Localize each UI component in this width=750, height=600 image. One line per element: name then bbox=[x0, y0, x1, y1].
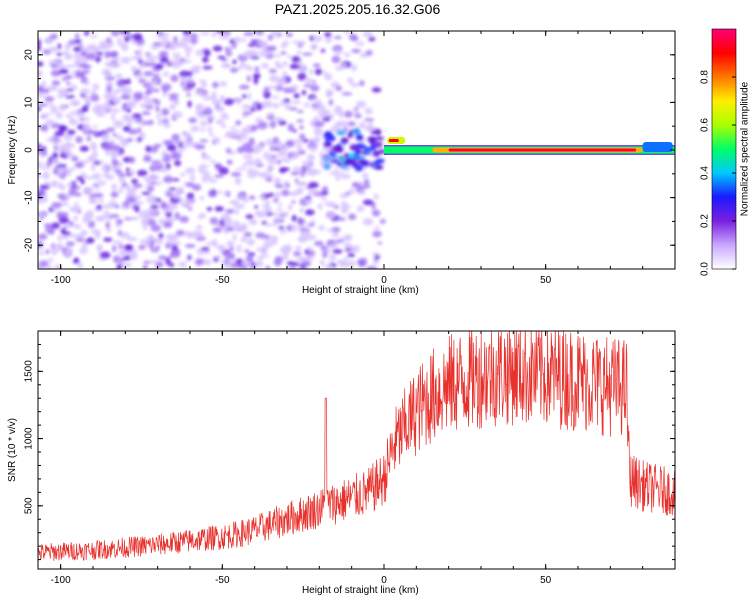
spectrogram-ytick-label: 0 bbox=[24, 147, 35, 153]
snr-xtick-label: 50 bbox=[540, 575, 552, 586]
colorbar-label: Normalized spectral amplitude bbox=[740, 81, 750, 216]
noise-blobs bbox=[38, 31, 386, 269]
snr-xtick-label: 0 bbox=[381, 575, 387, 586]
spectrogram-ylabel: Frequency (Hz) bbox=[7, 116, 18, 185]
colorbar-tick-label: 0.4 bbox=[700, 166, 711, 180]
colorbar-tick-label: 0.6 bbox=[700, 118, 711, 132]
carrier-band bbox=[383, 137, 675, 155]
snr-line-plot bbox=[38, 331, 675, 561]
snr-ylabel: SNR (10 * v/v) bbox=[7, 418, 18, 482]
spectrogram-xtick-label: -50 bbox=[215, 275, 230, 286]
snr-xlabel: Height of straight line (km) bbox=[302, 585, 419, 596]
snr-ytick-label: 1000 bbox=[24, 427, 35, 450]
colorbar-gradient bbox=[712, 29, 736, 269]
spectrogram-heatmap bbox=[38, 31, 675, 269]
snr-ytick-label: 1500 bbox=[24, 360, 35, 383]
snr-xtick-label: -50 bbox=[215, 575, 230, 586]
colorbar-tick-label: 0.2 bbox=[700, 214, 711, 228]
spectrogram-ytick-label: 10 bbox=[24, 96, 35, 108]
colorbar: 0.0 0.2 0.4 0.6 0.8 Normalized spectral ampli… bbox=[700, 28, 750, 276]
page-title: PAZ1.2025.205.16.32.G06 bbox=[274, 1, 441, 17]
snr-xtick-label: -100 bbox=[51, 575, 71, 586]
snr-series-line bbox=[38, 331, 675, 561]
spectrogram-ytick-label: 20 bbox=[24, 49, 35, 61]
spectrogram-xtick-label: -100 bbox=[51, 275, 71, 286]
spectrogram-xlabel: Height of straight line (km) bbox=[302, 285, 419, 296]
snr-axes: -100 -50 0 50 500 1000 1500 Height of straight … bbox=[7, 330, 676, 596]
spectrogram-ytick-label: -10 bbox=[24, 190, 35, 205]
spectrogram-xtick-label: 0 bbox=[381, 275, 387, 286]
spectrogram-ytick-label: -20 bbox=[24, 238, 35, 253]
transition-cluster bbox=[323, 127, 386, 172]
colorbar-tick-label: 0.0 bbox=[700, 262, 711, 276]
spectrogram-xtick-label: 50 bbox=[540, 275, 552, 286]
snr-frame bbox=[37, 330, 676, 570]
colorbar-tick-label: 0.8 bbox=[700, 70, 711, 84]
snr-ytick-label: 500 bbox=[24, 497, 35, 514]
